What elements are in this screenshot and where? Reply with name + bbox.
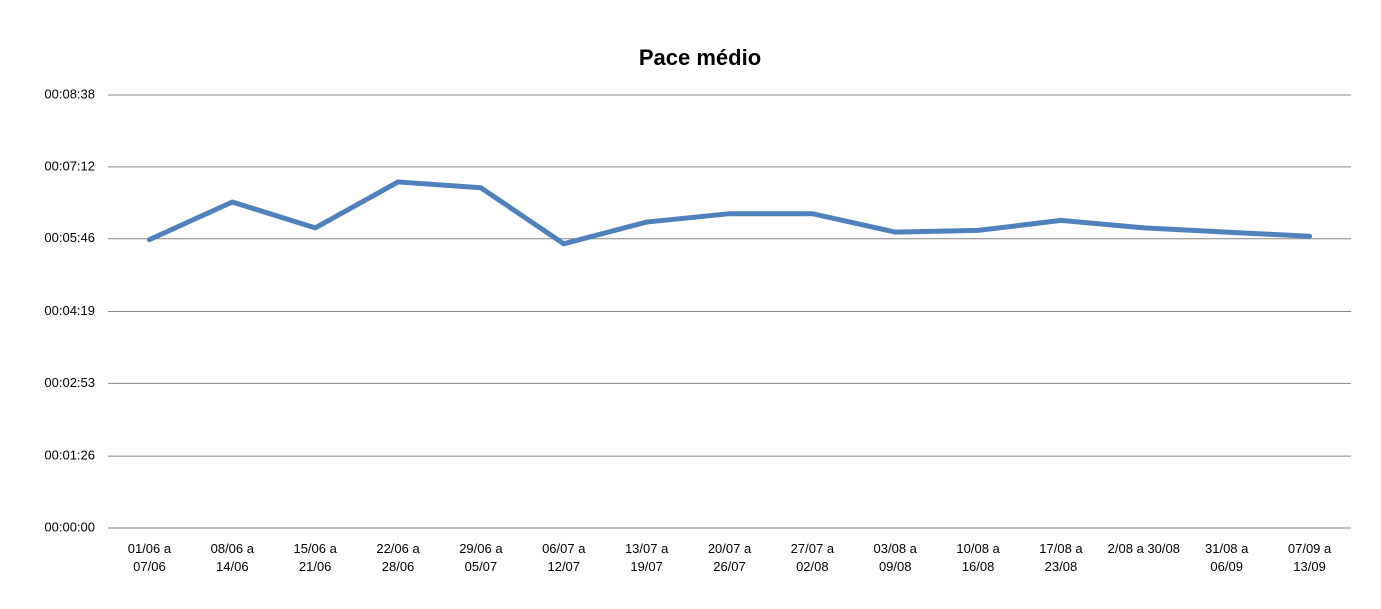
x-tick-label: 31/08 a 06/09 <box>1205 541 1249 574</box>
x-tick-label: 29/06 a 05/07 <box>459 541 503 574</box>
x-tick-label: 15/06 a 21/06 <box>293 541 337 574</box>
x-tick-label: 08/06 a 14/06 <box>210 541 254 574</box>
y-tick-label: 00:04:19 <box>44 303 95 318</box>
x-tick-label: 27/07 a 02/08 <box>790 541 835 574</box>
y-tick-label: 00:07:12 <box>44 158 95 173</box>
y-tick-label: 00:08:38 <box>44 86 95 101</box>
y-tick-label: 00:05:46 <box>44 230 95 245</box>
x-tick-label: 17/08 a 23/08 <box>1039 541 1083 574</box>
y-tick-label: 00:01:26 <box>44 448 95 463</box>
chart-title: Pace médio <box>639 45 761 70</box>
x-tick-label: 20/07 a 26/07 <box>707 541 752 574</box>
y-tick-label: 00:00:00 <box>44 519 95 534</box>
x-tick-label: 07/09 a 13/09 <box>1287 541 1332 574</box>
x-tick-label: 03/08 a 09/08 <box>873 541 917 574</box>
x-tick-label: 13/07 a 19/07 <box>624 541 669 574</box>
x-tick-label: 22/06 a 28/06 <box>376 541 420 574</box>
x-tick-label: 01/06 a 07/06 <box>127 541 172 574</box>
x-tick-label: 10/08 a 16/08 <box>956 541 1000 574</box>
x-tick-label: 2/08 a 30/08 <box>1107 541 1180 556</box>
line-series <box>146 179 1313 247</box>
y-tick-label: 00:02:53 <box>44 375 95 390</box>
x-tick-label: 06/07 a 12/07 <box>542 541 586 574</box>
